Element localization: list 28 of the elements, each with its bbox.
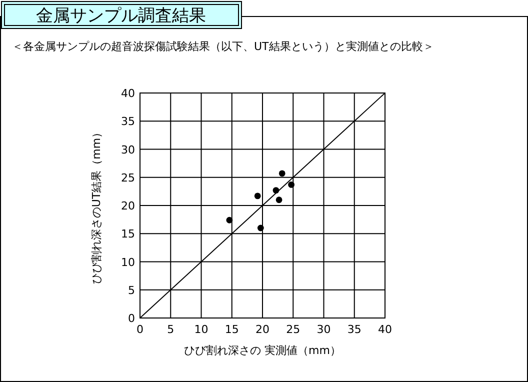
point <box>278 170 286 177</box>
y-tick-label: 30 <box>121 143 135 156</box>
y-tick-label: 40 <box>121 87 135 100</box>
y-tick-label: 10 <box>121 256 135 269</box>
y-tick-label: 5 <box>128 284 135 297</box>
x-tick-label: 10 <box>194 323 208 336</box>
point <box>288 181 294 188</box>
chart-subtitle: ＜各金属サンプルの超音波探傷試験結果（以下、UT結果という）と実測値との比較＞ <box>12 40 434 53</box>
y-tick-label: 20 <box>121 200 135 212</box>
point <box>254 192 261 200</box>
x-tick-label: 20 <box>256 323 270 336</box>
point <box>276 196 282 204</box>
x-tick-label: 25 <box>286 323 300 336</box>
point <box>257 224 264 232</box>
point <box>226 216 233 224</box>
chart-title: 金属サンプル調査結果 <box>36 6 206 26</box>
y-tick-label: 35 <box>121 115 135 128</box>
y-tick-label: 25 <box>121 171 135 184</box>
x-tick-label: 40 <box>378 323 392 336</box>
y-tick-label: 0 <box>128 312 135 325</box>
y-axis-title: ひび割れ深さのUT結果（mm） <box>90 126 103 284</box>
x-tick-label: 0 <box>136 323 144 336</box>
x-tick-label: 15 <box>224 323 239 336</box>
x-tick-label: 30 <box>316 323 331 336</box>
x-axis-title: ひび割れ深さの 実測値（mm） <box>184 344 341 357</box>
x-tick-label: 35 <box>347 323 362 336</box>
x-tick-label: 5 <box>167 323 174 336</box>
y-tick-label: 15 <box>121 228 135 241</box>
